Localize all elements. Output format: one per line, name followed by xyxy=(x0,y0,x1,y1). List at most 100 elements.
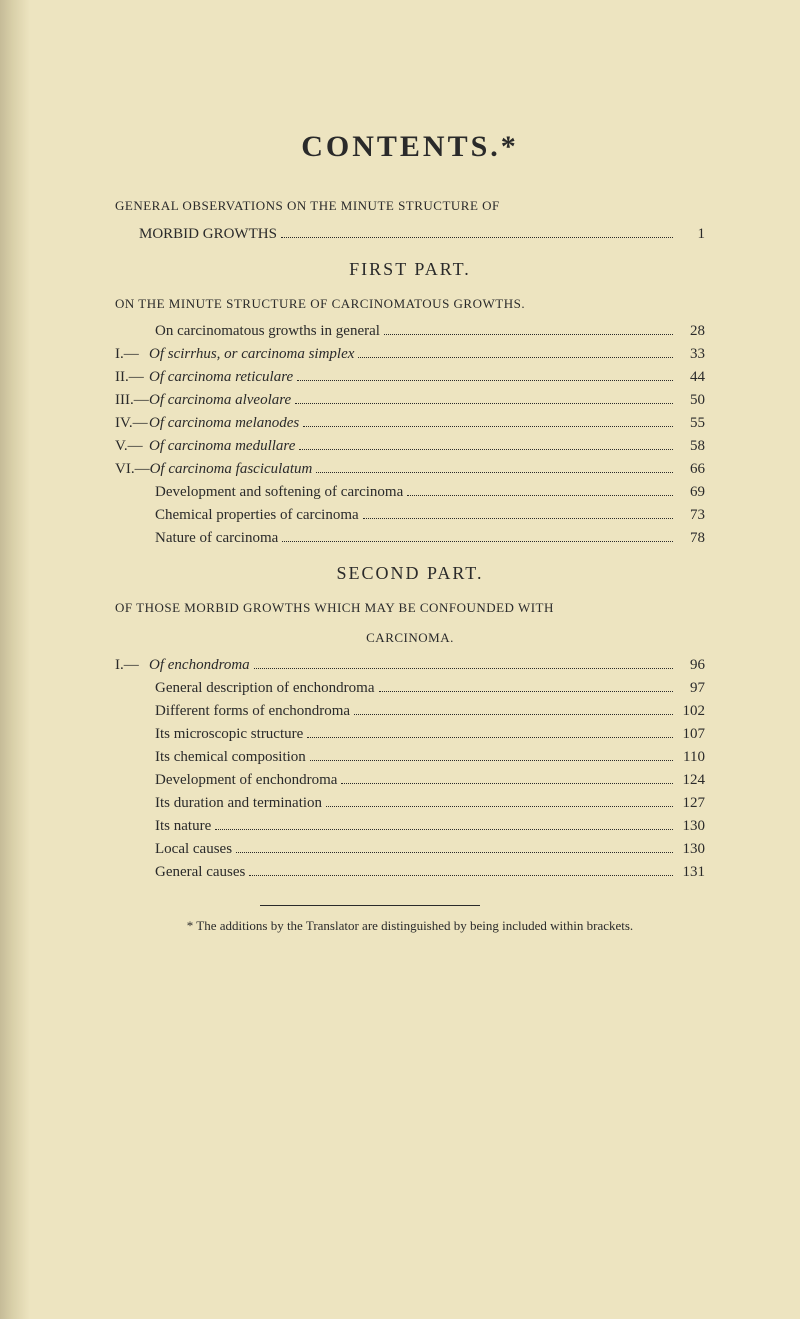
toc-label: Its chemical composition xyxy=(155,749,306,765)
toc-text: I.—Of scirrhus, or carcinoma simplex xyxy=(115,346,354,363)
toc-text: Its chemical composition xyxy=(155,749,306,766)
toc-line: VI.—Of carcinoma fasciculatum 66 xyxy=(115,461,705,478)
toc-page: 50 xyxy=(677,392,705,409)
toc-label: Of scirrhus, or carcinoma simplex xyxy=(149,346,354,362)
toc-text: IV.—Of carcinoma melanodes xyxy=(115,415,299,432)
toc-text: Different forms of enchondroma xyxy=(155,703,350,720)
toc-dots xyxy=(316,472,673,473)
toc-page: 66 xyxy=(677,461,705,478)
toc-roman: V.— xyxy=(115,438,149,455)
toc-text: Its duration and termination xyxy=(155,795,322,812)
footnote: * The additions by the Translator are di… xyxy=(115,916,705,936)
toc-dots xyxy=(379,691,674,692)
toc-text: Nature of carcinoma xyxy=(155,530,278,547)
toc-text: III.—Of carcinoma alveolare xyxy=(115,392,291,409)
toc-page: 96 xyxy=(677,657,705,674)
toc-text: Its microscopic structure xyxy=(155,726,303,743)
toc-roman: I.— xyxy=(115,346,149,363)
toc-dots xyxy=(282,541,673,542)
first-part-items: On carcinomatous growths in general 28 I.—… xyxy=(115,323,705,547)
toc-line: Its chemical composition 110 xyxy=(115,749,705,766)
toc-line: II.—Of carcinoma reticulare44 xyxy=(115,369,705,386)
toc-page: 131 xyxy=(677,864,705,881)
toc-page: 110 xyxy=(677,749,705,766)
contents-title: CONTENTS.* xyxy=(115,130,705,164)
toc-label: General description of enchondroma xyxy=(155,680,375,696)
general-header: GENERAL OBSERVATIONS ON THE MINUTE STRUC… xyxy=(115,196,705,216)
toc-dots xyxy=(307,737,673,738)
toc-line-general: MORBID GROWTHS 1 xyxy=(115,226,705,243)
toc-line: IV.—Of carcinoma melanodes 55 xyxy=(115,415,705,432)
toc-page: 78 xyxy=(677,530,705,547)
toc-line: Chemical properties of carcinoma73 xyxy=(115,507,705,524)
toc-dots xyxy=(341,783,673,784)
toc-line: General description of enchondroma 97 xyxy=(115,680,705,697)
toc-label: General causes xyxy=(155,864,245,880)
toc-label: Of enchondroma xyxy=(149,657,250,673)
toc-page: 130 xyxy=(677,818,705,835)
toc-roman: IV.— xyxy=(115,415,149,432)
toc-page: 130 xyxy=(677,841,705,858)
toc-roman: III.— xyxy=(115,392,149,409)
toc-dots xyxy=(358,357,673,358)
toc-line: Its microscopic structure 107 xyxy=(115,726,705,743)
toc-page: 55 xyxy=(677,415,705,432)
toc-line: Local causes 130 xyxy=(115,841,705,858)
toc-dots xyxy=(299,449,673,450)
toc-line: General causes 131 xyxy=(115,864,705,881)
toc-dots xyxy=(297,380,673,381)
toc-roman: I.— xyxy=(115,657,149,674)
toc-dots xyxy=(254,668,673,669)
toc-line: III.—Of carcinoma alveolare 50 xyxy=(115,392,705,409)
toc-label: Local causes xyxy=(155,841,232,857)
toc-text: Chemical properties of carcinoma xyxy=(155,507,359,524)
toc-text: I.—Of enchondroma xyxy=(115,657,250,674)
toc-label: Its nature xyxy=(155,818,211,834)
first-part-header: ON THE MINUTE STRUCTURE OF CARCINOMATOUS… xyxy=(115,294,705,314)
toc-dots xyxy=(215,829,673,830)
toc-page: 44 xyxy=(677,369,705,386)
toc-label: Of carcinoma alveolare xyxy=(149,392,291,408)
toc-label: Its microscopic structure xyxy=(155,726,303,742)
toc-label: Of carcinoma melanodes xyxy=(149,415,299,431)
toc-line: V.—Of carcinoma medullare58 xyxy=(115,438,705,455)
second-part-header-line1: OF THOSE MORBID GROWTHS WHICH MAY BE CON… xyxy=(115,598,705,618)
toc-page: 58 xyxy=(677,438,705,455)
toc-label: Development and softening of carcinoma xyxy=(155,484,403,500)
second-part-title: SECOND PART. xyxy=(115,563,705,584)
toc-text: VI.—Of carcinoma fasciculatum xyxy=(115,461,312,478)
toc-text: Development of enchondroma xyxy=(155,772,337,789)
toc-roman: VI.— xyxy=(115,461,150,478)
toc-label: Nature of carcinoma xyxy=(155,530,278,546)
toc-line: Development and softening of carcinoma69 xyxy=(115,484,705,501)
toc-label: Of carcinoma fasciculatum xyxy=(150,461,313,477)
toc-page: 28 xyxy=(677,323,705,340)
toc-dots xyxy=(384,334,673,335)
second-part-header-line2: CARCINOMA. xyxy=(115,628,705,648)
toc-page: 1 xyxy=(677,226,705,243)
toc-page: 127 xyxy=(677,795,705,812)
toc-page: 124 xyxy=(677,772,705,789)
toc-line: Development of enchondroma 124 xyxy=(115,772,705,789)
toc-page: 102 xyxy=(677,703,705,720)
toc-dots xyxy=(407,495,673,496)
toc-page: 107 xyxy=(677,726,705,743)
toc-dots xyxy=(310,760,673,761)
second-part-items: I.—Of enchondroma 96 General description o… xyxy=(115,657,705,881)
toc-text: General description of enchondroma xyxy=(155,680,375,697)
toc-line: Its nature 130 xyxy=(115,818,705,835)
toc-dots xyxy=(295,403,673,404)
toc-text: General causes xyxy=(155,864,245,881)
toc-line: Different forms of enchondroma 102 xyxy=(115,703,705,720)
toc-label: On carcinomatous growths in general xyxy=(155,323,380,339)
toc-dots xyxy=(326,806,673,807)
toc-dots xyxy=(249,875,673,876)
toc-text: On carcinomatous growths in general xyxy=(155,323,380,340)
toc-dots xyxy=(354,714,673,715)
toc-label: Its duration and termination xyxy=(155,795,322,811)
toc-text: Development and softening of carcinoma xyxy=(155,484,403,501)
toc-dots xyxy=(363,518,673,519)
toc-dots xyxy=(303,426,673,427)
toc-label: Chemical properties of carcinoma xyxy=(155,507,359,523)
toc-page: 97 xyxy=(677,680,705,697)
